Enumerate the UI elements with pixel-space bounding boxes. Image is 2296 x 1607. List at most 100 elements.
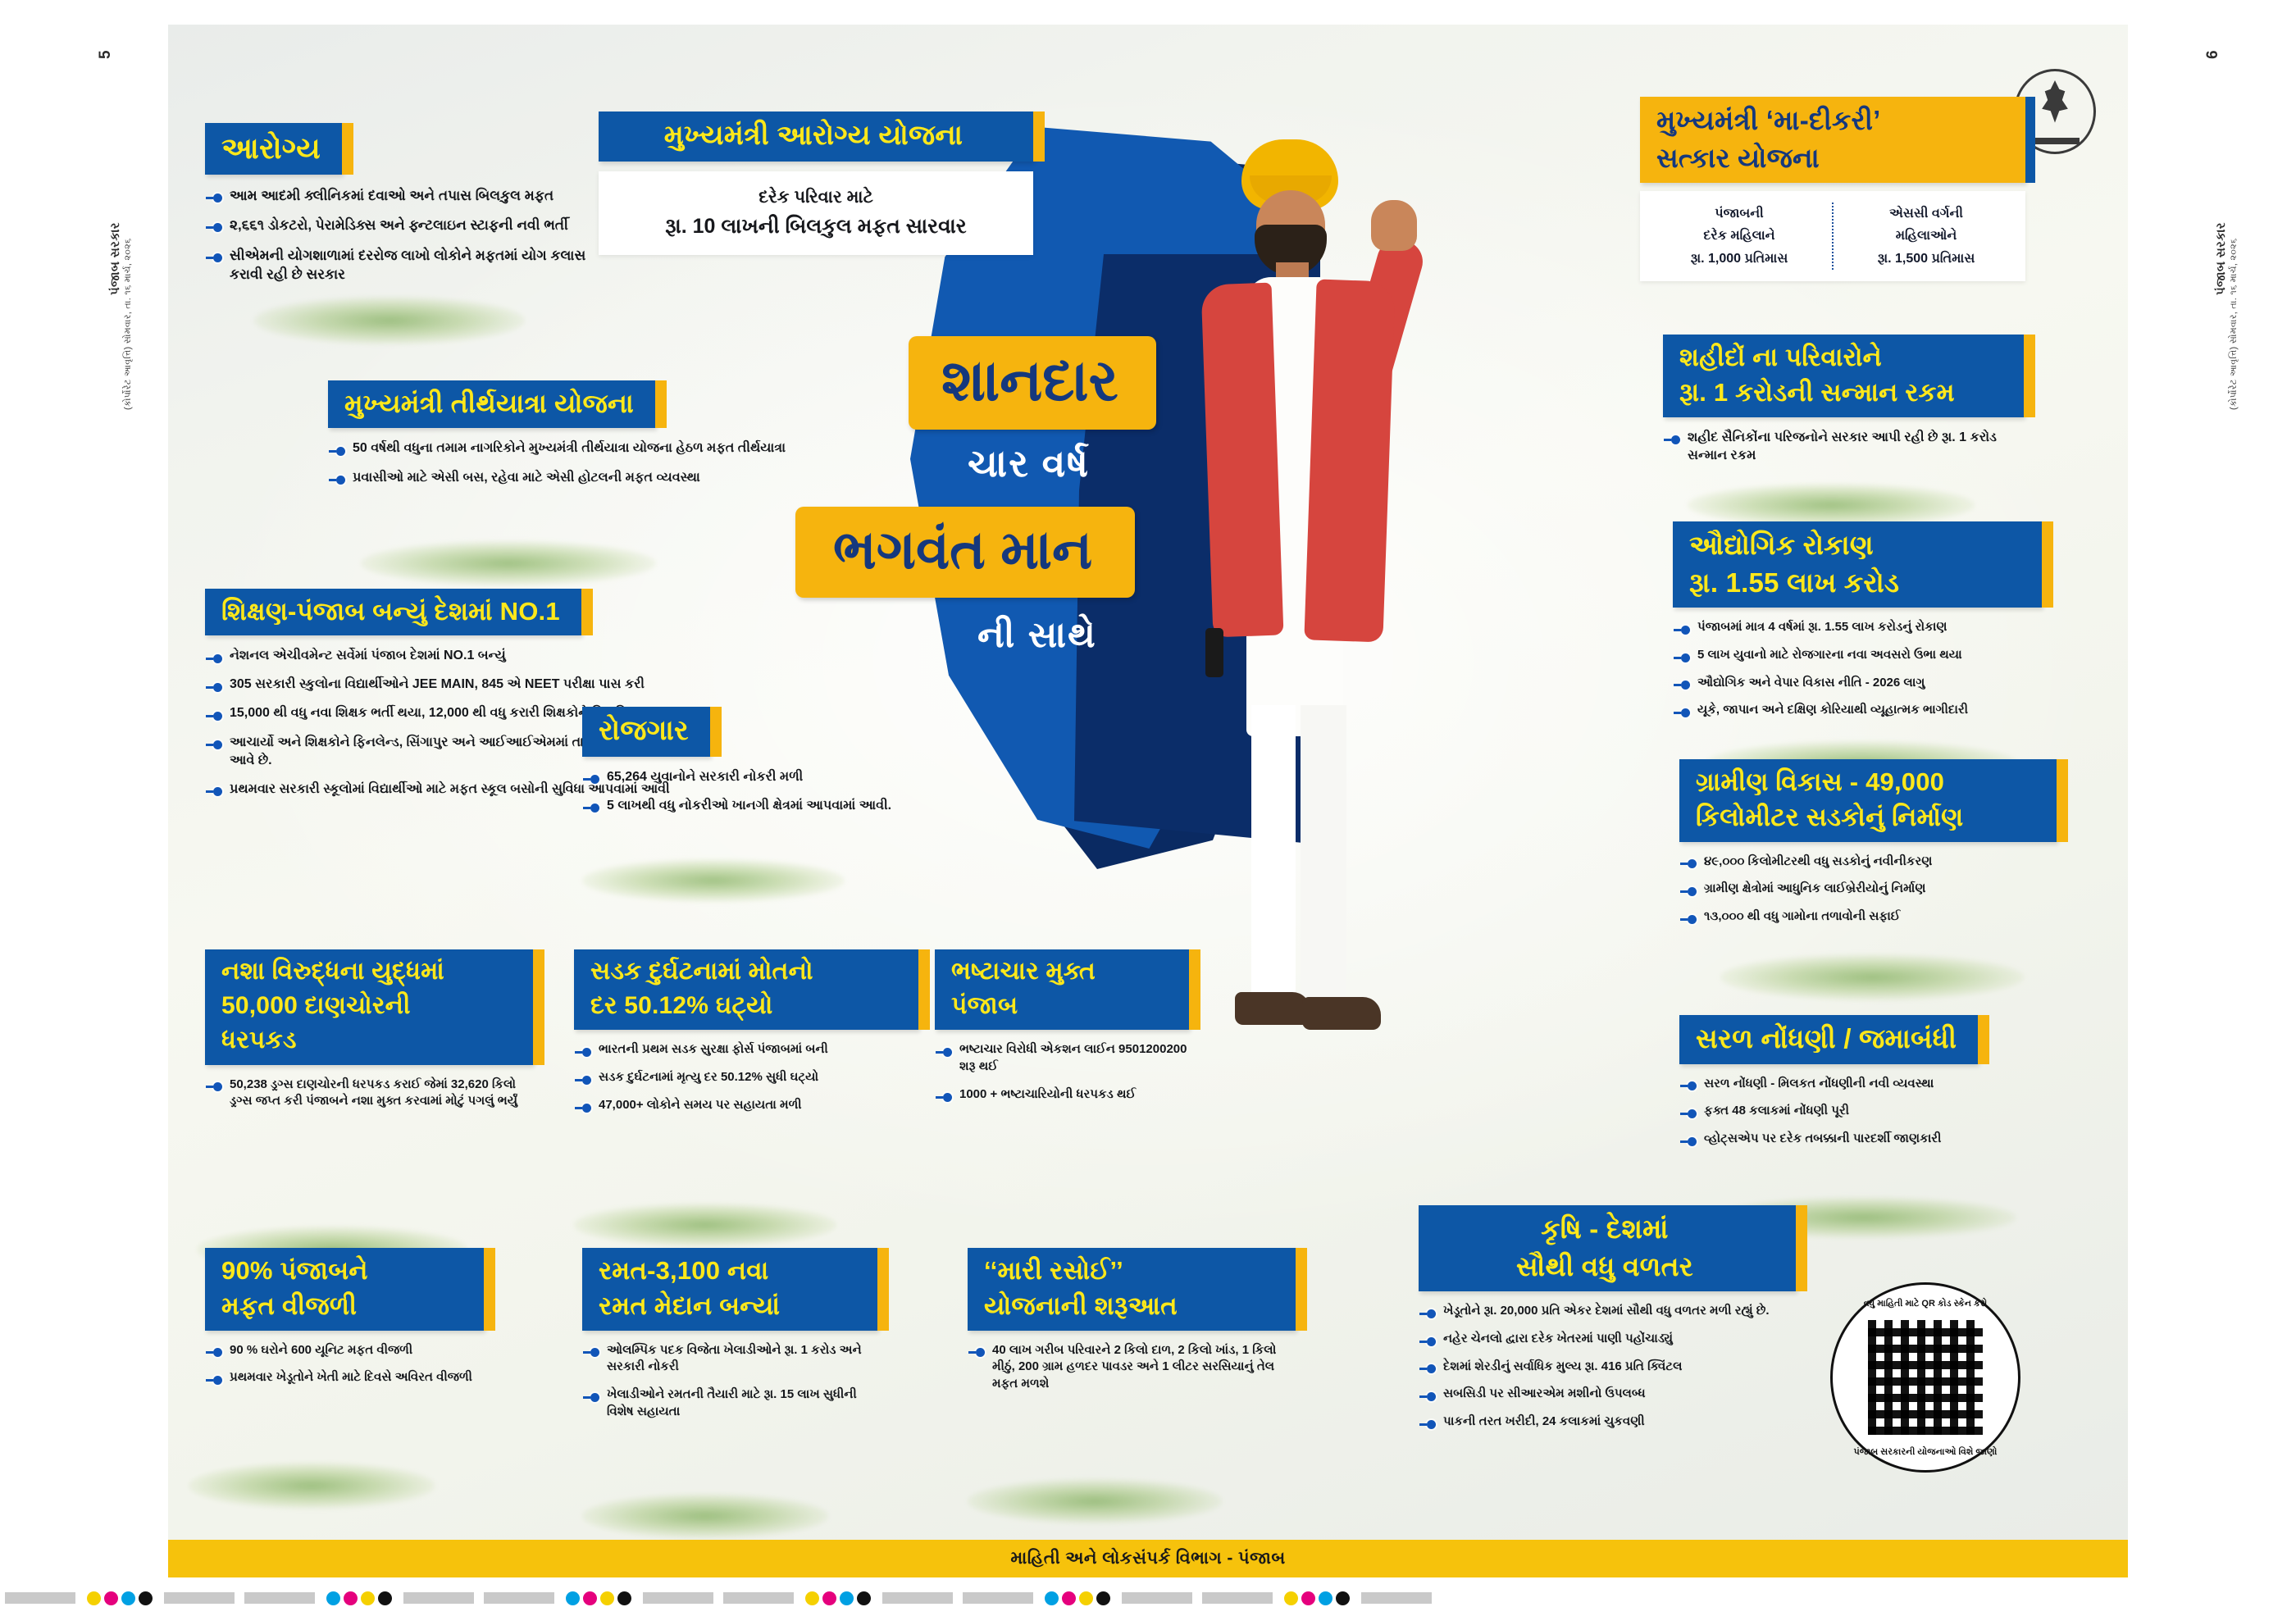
title-line-1: નશા વિરુદ્ધના યુદ્ધમાં <box>221 958 444 985</box>
list-item: 40 લાખ ગરીબ પરિવારને 2 કિલો દાળ, 2 કિલો … <box>968 1342 1296 1393</box>
list-item: સડક દુર્ઘટનામાં મૃત્યુ દર 50.12% સુધી ઘટ… <box>574 1069 918 1086</box>
list-item: ખેલાડીઓને રમતની તૈયારી માટે રૂા. 15 લાખ … <box>582 1386 877 1420</box>
list-item: આચાર્યો અને શિક્ષકોને ફિનલેન્ડ, સિંગાપુર… <box>205 734 689 770</box>
list-item: પાકની તરત ખરીદી, 24 કલાકમાં ચુકવણી <box>1419 1414 1796 1431</box>
title-line-1: ગ્રામીણ વિકાસ - 49,000 <box>1696 767 1945 796</box>
cell-value: પંજાબની <box>1715 207 1764 221</box>
title-line-1: ઔદ્યોગિક રોકાણ <box>1689 530 1874 560</box>
panel-martyrs: શહીદોં ના પરિવારોને રૂા. 1 કરોડની સન્માન… <box>1663 335 2035 526</box>
footer-text: માહિતી અને લોકસંપર્ક વિભાગ - પંજાબ <box>1010 1549 1286 1568</box>
panel-anti-corruption-bullets: ભષ્ટાચાર વિરોધી એકશન લાઈન 9501200200 શરૂ… <box>935 1041 1189 1103</box>
qr-bottom-text: પંજાબ સરકારની યોજનાઓ વિશે જાણો <box>1853 1447 1998 1457</box>
list-item: 50 વર્ષથી વધુના તમામ નાગરિકોને મુખ્યમંત્… <box>328 439 787 458</box>
list-item: પંજાબમાં માત્ર 4 વર્ષમાં રૂા. 1.55 લાખ ક… <box>1673 619 2042 636</box>
cell-value: મહિલાઓને <box>1895 229 1957 244</box>
left-crop-rail <box>86 25 168 1540</box>
list-item: ૧૩,૦૦૦ થી વધુ ગામોના તળાવોની સફાઈ <box>1679 908 2057 926</box>
panel-industrial-bullets: પંજાબમાં માત્ર 4 વર્ષમાં રૂા. 1.55 લાખ ક… <box>1673 619 2042 719</box>
title-line-2: કિલોમીટર સડકોનું નિર્માણ <box>1696 803 1964 832</box>
handheld-device <box>1205 628 1223 677</box>
callout-line-2: રૂા. 10 લાખની બિલકુલ મફત સારવાર <box>665 214 967 238</box>
list-item: ભારતની પ્રથમ સડક સુરક્ષા ફોર્સ પંજાબમાં … <box>574 1041 918 1058</box>
title-line-2: યોજનાની શરૂઆત <box>984 1291 1178 1321</box>
panel-health-title: આરોગ્ય <box>205 123 353 175</box>
footer-bar: માહિતી અને લોકસંપર્ક વિભાગ - પંજાબ <box>168 1540 2128 1577</box>
qr-code-badge[interactable]: વધુ માહિતી માટે QR કોડ સ્કેન કરો પંજાબ સ… <box>1830 1282 2020 1473</box>
chief-minister-photo <box>1156 139 1428 1066</box>
right-shoe <box>1302 997 1381 1030</box>
title-line-2: 50,000 દાણચોરની <box>221 992 411 1020</box>
list-item: આમ આદમી ક્લીનિકમાં દવાઓ અને તપાસ બિલકુલ … <box>205 186 590 205</box>
title-line-1: 90% પંજાબને <box>221 1256 368 1285</box>
list-item: ઔદ્યોગિક અને વેપાર વિકાસ નીતિ - 2026 લાગ… <box>1673 675 2042 692</box>
panel-sports: રમત-3,100 નવા રમત મેદાન બન્યાં ઓલમ્પિક પ… <box>582 1248 889 1538</box>
centre-headline-3: ભગવંત માન <box>795 507 1136 598</box>
list-item: 1000 + ભષ્ટાચારિયોની ધરપકડ થઈ <box>935 1086 1189 1104</box>
cell-value: દરેક મહિલાને <box>1703 229 1775 244</box>
panel-ma-dikri-title: મુખ્યમંત્રી ‘મા-દીકરી’ સત્કાર યોજના <box>1640 97 2035 184</box>
list-item: 50,238 ડ્રગ્સ દાણચોરની ધરપકડ કરાઈ જેમાં … <box>205 1077 533 1110</box>
table-col-right: એસસી વર્ગની મહિલાઓને રૂા. 1,500 પ્રતિમાસ <box>1834 203 2019 270</box>
panel-agriculture: કૃષિ - દેશમાં સૌથી વધુ વળતર ખેડૂતોને રૂા… <box>1419 1205 1807 1441</box>
panel-ma-dikri: મુખ્યમંત્રી ‘મા-દીકરી’ સત્કાર યોજના પંજા… <box>1640 97 2035 281</box>
title-line-2: સત્કાર યોજના <box>1656 142 1820 173</box>
title-line-1: મુખ્યમંત્રી ‘મા-દીકરી’ <box>1656 105 1881 135</box>
cell-value: રૂા. 1,000 પ્રતિમાસ <box>1690 251 1788 266</box>
title-line-1: ભષ્ટાચાર મુક્ત <box>951 958 1096 985</box>
list-item: 15,000 થી વધુ નવા શિક્ષક ભર્તી થયા, 12,0… <box>205 704 689 722</box>
title-line-2: સૌથી વધુ વળતર <box>1516 1250 1693 1282</box>
panel-cm-health-callout: દરેક પરિવાર માટે રૂા. 10 લાખની બિલકુલ મફ… <box>599 171 1033 255</box>
side-label-left: પંજાબ સરકાર <box>108 222 122 295</box>
panel-drugs-title: નશા વિરુદ્ધના યુદ્ધમાં 50,000 દાણચોરની ધ… <box>205 949 544 1065</box>
panel-industrial-title: ઔદ્યોગિક રોકાણ રૂા. 1.55 લાખ કરોડ <box>1673 521 2053 608</box>
red-blazer-right <box>1304 279 1396 643</box>
panel-electricity-bullets: 90 % ઘરોને 600 યૂનિટ મફત વીજળી પ્રથમવાર … <box>205 1342 484 1386</box>
title-line-1: કૃષિ - દેશમાં <box>1541 1213 1669 1244</box>
list-item: સરળ નોંધણી - મિલકત નોંધણીની નવી વ્યવસ્થા <box>1679 1076 2065 1093</box>
title-line-1: રમત-3,100 નવા <box>599 1256 769 1285</box>
title-line-2: મફત વીજળી <box>221 1291 358 1321</box>
list-item: પ્રથમવાર ખેડૂતોને ખેતી માટે દિવસે અવિરત … <box>205 1369 484 1386</box>
panel-anti-corruption-title: ભષ્ટાચાર મુક્ત પંજાબ <box>935 949 1200 1031</box>
panel-martyrs-title: શહીદોં ના પરિવારોને રૂા. 1 કરોડની સન્માન… <box>1663 335 2035 417</box>
panel-pilgrimage: મુખ્યમંત્રી તીર્થયાત્રા યોજના 50 વર્ષથી … <box>328 380 787 585</box>
page-number-left: 5 <box>97 50 114 59</box>
panel-health: આરોગ્ય આમ આદમી ક્લીનિકમાં દવાઓ અને તપાસ … <box>205 123 590 344</box>
title-line-2: દર 50.12% ઘટ્યો <box>590 992 773 1020</box>
title-line-1: સડક દુર્ઘટનામાં મોતનો <box>590 958 813 985</box>
panel-employment-bullets: 65,264 યુવાનોને સરકારી નોકરી મળી 5 લાખથી… <box>582 768 943 815</box>
panel-agriculture-bullets: ખેડૂતોને રૂા. 20,000 પ્રતિ એકર દેશમાં સૌ… <box>1419 1303 1796 1430</box>
list-item: 305 સરકારી સ્કુલોના વિદ્યાર્થીઓને JEE MA… <box>205 676 689 694</box>
panel-ma-dikri-table: પંજાબની દરેક મહિલાને રૂા. 1,000 પ્રતિમાસ… <box>1640 191 2025 281</box>
panel-employment-title: રોજગાર <box>582 707 722 757</box>
panel-mari-rasoi-bullets: 40 લાખ ગરીબ પરિવારને 2 કિલો દાળ, 2 કિલો … <box>968 1342 1296 1393</box>
centre-headline-2: ચાર વર્ષ <box>968 442 1091 485</box>
panel-education-bullets: નેશનલ એચીવમેન્ટ સર્વેમાં પંજાબ દેશમાં NO… <box>205 647 689 798</box>
callout-line-1: દરેક પરિવાર માટે <box>758 187 873 207</box>
panel-electricity: 90% પંજાબને મફત વીજળી 90 % ઘરોને 600 યૂન… <box>189 1248 495 1509</box>
side-date-right: (કોર્પોરેટ આવૃત્તિ) સોમવાર, તા. ૧૬ માર્ચ… <box>2229 238 2239 410</box>
cell-value: એસસી વર્ગની <box>1889 207 1963 221</box>
panel-pilgrimage-bullets: 50 વર્ષથી વધુના તમામ નાગરિકોને મુખ્યમંત્… <box>328 439 787 486</box>
panel-anti-corruption: ભષ્ટાચાર મુક્ત પંજાબ ભષ્ટાચાર વિરોધી એકશ… <box>935 949 1200 1113</box>
title-line-1: ‘‘મારી રસોઈ’’ <box>984 1256 1123 1285</box>
panel-mari-rasoi-title: ‘‘મારી રસોઈ’’ યોજનાની શરૂઆત <box>968 1248 1307 1331</box>
panel-registration: સરળ નોંધણી / જમાબંધી સરળ નોંધણી - મિલકત … <box>1679 1015 2065 1238</box>
red-blazer-left <box>1200 282 1284 638</box>
panel-sports-bullets: ઓલમ્પિક પદક વિજેતા ખેલાડીઓને રૂા. 1 કરોડ… <box>582 1342 877 1421</box>
title-line-1: શહીદોં ના પરિવારોને <box>1679 343 1882 371</box>
table-col-left: પંજાબની દરેક મહિલાને રૂા. 1,000 પ્રતિમાસ <box>1647 203 1834 270</box>
waving-hand <box>1371 200 1417 251</box>
panel-education-title: શિક્ષણ-પંજાબ બન્યું દેશમાં NO.1 <box>205 589 593 636</box>
list-item: ગ્રામીણ ક્ષેત્રોમાં આધુનિક લાઈબ્રેરીયોનુ… <box>1679 881 2057 898</box>
list-item: ફક્ત 48 કલાકમાં નોંધણી પૂરી <box>1679 1103 2065 1120</box>
list-item: ૨,૬૬૧ ડોકટરો, પેરામેડિક્સ અને ફ્ન્ટલાઇન … <box>205 216 590 234</box>
panel-employment: રોજગાર 65,264 યુવાનોને સરકારી નોકરી મળી … <box>582 707 943 902</box>
left-leg <box>1251 705 1296 1000</box>
qr-code-icon <box>1868 1320 1983 1435</box>
title-line-2: રૂા. 1.55 લાખ કરોડ <box>1689 567 1900 598</box>
list-item: ઓલમ્પિક પદક વિજેતા ખેલાડીઓને રૂા. 1 કરોડ… <box>582 1342 877 1376</box>
panel-pilgrimage-title: મુખ્યમંત્રી તીર્થયાત્રા યોજના <box>328 380 667 429</box>
list-item: ખેડૂતોને રૂા. 20,000 પ્રતિ એકર દેશમાં સૌ… <box>1419 1303 1796 1320</box>
panel-registration-title: સરળ નોંધણી / જમાબંધી <box>1679 1015 1990 1064</box>
